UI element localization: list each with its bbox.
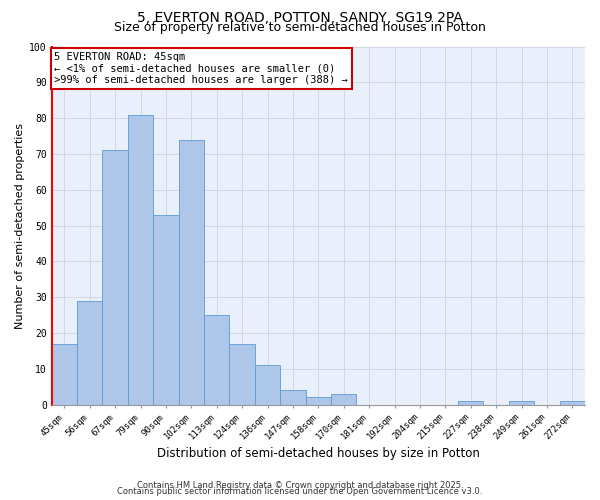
Text: Size of property relative to semi-detached houses in Potton: Size of property relative to semi-detach… <box>114 21 486 34</box>
Text: Contains HM Land Registry data © Crown copyright and database right 2025.: Contains HM Land Registry data © Crown c… <box>137 481 463 490</box>
Bar <box>229 344 255 405</box>
Bar <box>77 301 103 405</box>
Text: Contains public sector information licensed under the Open Government Licence v3: Contains public sector information licen… <box>118 488 482 496</box>
Bar <box>560 401 585 404</box>
X-axis label: Distribution of semi-detached houses by size in Potton: Distribution of semi-detached houses by … <box>157 447 480 460</box>
Bar <box>128 114 153 405</box>
Bar <box>305 398 331 404</box>
Bar <box>255 365 280 405</box>
Bar <box>458 401 484 404</box>
Y-axis label: Number of semi-detached properties: Number of semi-detached properties <box>15 122 25 328</box>
Bar <box>204 315 229 404</box>
Text: 5, EVERTON ROAD, POTTON, SANDY, SG19 2PA: 5, EVERTON ROAD, POTTON, SANDY, SG19 2PA <box>137 11 463 25</box>
Bar <box>52 344 77 405</box>
Bar <box>153 215 179 404</box>
Bar <box>331 394 356 404</box>
Bar <box>103 150 128 404</box>
Bar <box>509 401 534 404</box>
Bar <box>179 140 204 404</box>
Text: 5 EVERTON ROAD: 45sqm
← <1% of semi-detached houses are smaller (0)
>99% of semi: 5 EVERTON ROAD: 45sqm ← <1% of semi-deta… <box>55 52 348 85</box>
Bar <box>280 390 305 404</box>
